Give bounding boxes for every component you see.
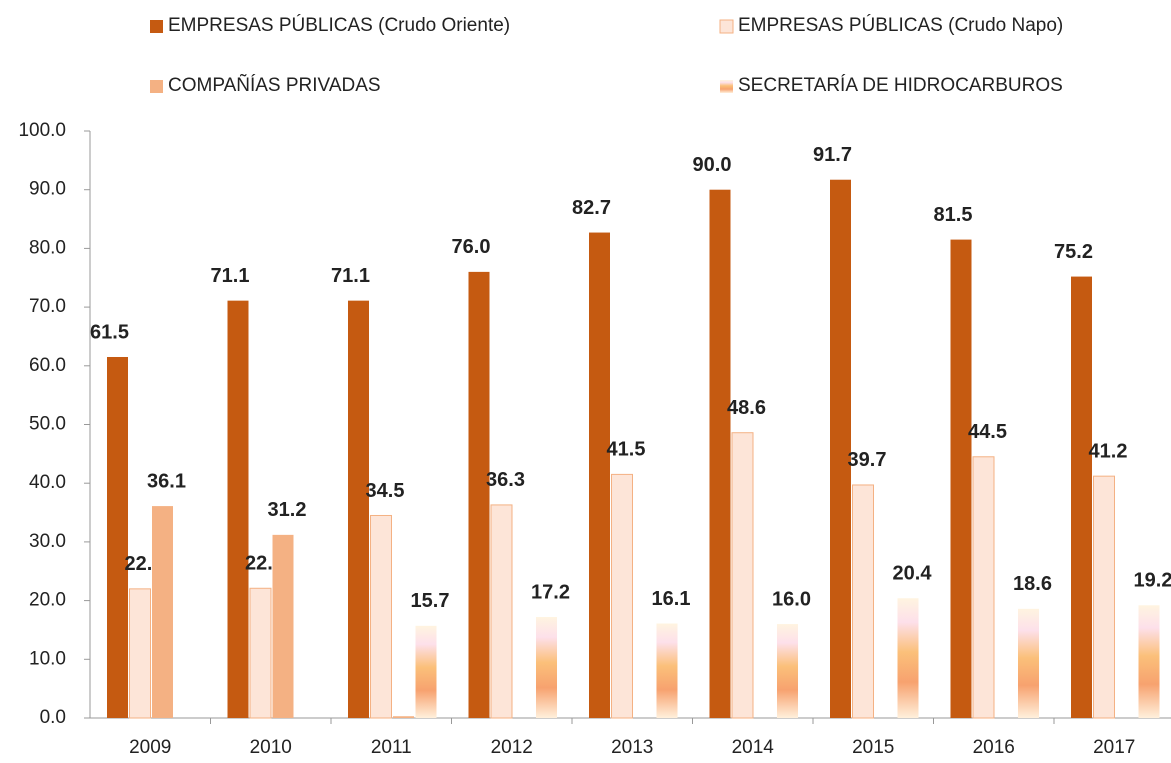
y-tick-label: 50.0 bbox=[29, 414, 66, 435]
bar bbox=[129, 588, 151, 719]
data-label: 90.0 bbox=[693, 154, 732, 176]
data-label: 31.2 bbox=[268, 499, 307, 521]
data-label: 19.2 bbox=[1134, 570, 1171, 592]
data-label: 75.2 bbox=[1054, 241, 1093, 263]
bar bbox=[611, 473, 633, 719]
x-tick-label: 2014 bbox=[732, 737, 775, 758]
bar bbox=[830, 179, 851, 718]
bar bbox=[490, 504, 513, 719]
bar bbox=[370, 514, 392, 719]
data-label: 71.1 bbox=[211, 265, 250, 287]
x-tick-label: 2011 bbox=[371, 737, 412, 758]
data-label: 18.6 bbox=[1013, 573, 1052, 595]
data-label: 48.6 bbox=[727, 397, 766, 419]
data-label: 17.2 bbox=[531, 581, 570, 603]
bar bbox=[589, 232, 610, 718]
data-label: 34.5 bbox=[366, 480, 405, 502]
data-label: 44.5 bbox=[968, 421, 1007, 443]
bar bbox=[468, 271, 490, 718]
legend-swatch bbox=[719, 19, 734, 34]
bar bbox=[897, 598, 919, 718]
y-tick-label: 0.0 bbox=[40, 707, 66, 728]
x-tick-label: 2013 bbox=[611, 737, 653, 758]
bar bbox=[152, 506, 173, 718]
x-tick-label: 2016 bbox=[973, 737, 1015, 758]
bar bbox=[1138, 605, 1160, 718]
bar bbox=[731, 432, 754, 719]
data-label: 41.2 bbox=[1089, 440, 1128, 462]
data-label: 76.0 bbox=[452, 236, 491, 258]
data-label: 39.7 bbox=[848, 449, 887, 471]
bar bbox=[249, 587, 272, 719]
legend-swatch bbox=[150, 80, 163, 93]
bar bbox=[777, 624, 798, 718]
y-tick-label: 20.0 bbox=[29, 590, 66, 611]
bar bbox=[415, 625, 437, 718]
y-tick-label: 70.0 bbox=[29, 296, 66, 317]
x-tick-label: 2010 bbox=[250, 737, 292, 758]
legend-label: EMPRESAS PÚBLICAS (Crudo Oriente) bbox=[168, 14, 510, 36]
y-tick-label: 60.0 bbox=[29, 355, 66, 376]
bar bbox=[348, 300, 369, 718]
y-tick-label: 90.0 bbox=[29, 179, 66, 200]
legend-swatch bbox=[720, 80, 733, 93]
data-label: 61.5 bbox=[90, 321, 129, 343]
x-tick-label: 2009 bbox=[129, 737, 171, 758]
bar bbox=[1093, 475, 1115, 719]
bar bbox=[950, 239, 972, 718]
legend-swatch bbox=[150, 20, 163, 33]
data-label: 91.7 bbox=[813, 144, 852, 166]
bar bbox=[972, 456, 995, 719]
legend-label: SECRETARÍA DE HIDROCARBUROS bbox=[738, 75, 1063, 96]
y-tick-label: 80.0 bbox=[29, 237, 66, 258]
bar bbox=[709, 189, 731, 718]
x-tick-label: 2012 bbox=[491, 737, 533, 758]
bar bbox=[107, 356, 128, 718]
bar bbox=[1071, 276, 1092, 718]
data-label: 71.1 bbox=[331, 265, 370, 287]
data-label: 41.5 bbox=[607, 439, 646, 461]
data-label: 81.5 bbox=[934, 204, 973, 226]
bar bbox=[656, 623, 678, 718]
x-tick-label: 2017 bbox=[1093, 737, 1135, 758]
data-label: 36.1 bbox=[147, 470, 186, 492]
bar bbox=[272, 534, 294, 718]
y-tick-label: 100.0 bbox=[18, 120, 66, 141]
y-tick-label: 30.0 bbox=[29, 531, 66, 552]
y-tick-label: 40.0 bbox=[29, 472, 66, 493]
bar bbox=[536, 617, 557, 718]
x-tick-label: 2015 bbox=[852, 737, 894, 758]
data-label: 20.4 bbox=[893, 563, 933, 585]
data-label: 16.0 bbox=[772, 588, 811, 610]
bar bbox=[227, 300, 249, 718]
legend-label: EMPRESAS PÚBLICAS (Crudo Napo) bbox=[738, 14, 1063, 36]
bar bbox=[393, 716, 414, 718]
data-label: 16.1 bbox=[652, 588, 691, 610]
data-label: 15.7 bbox=[411, 590, 450, 612]
y-tick-label: 10.0 bbox=[29, 648, 66, 669]
legend-label: COMPAÑÍAS PRIVADAS bbox=[168, 74, 381, 96]
bar bbox=[1018, 608, 1039, 718]
data-label: 82.7 bbox=[572, 197, 611, 219]
bar bbox=[852, 484, 874, 719]
data-label: 36.3 bbox=[486, 469, 525, 491]
